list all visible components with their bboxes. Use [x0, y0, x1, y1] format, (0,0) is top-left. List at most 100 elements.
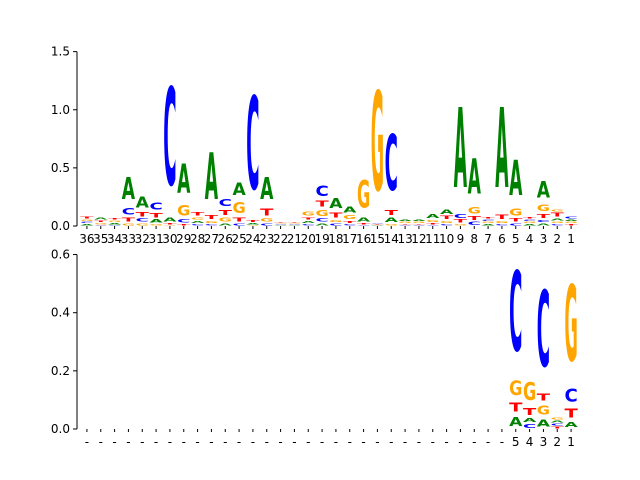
x-tick-label: - — [486, 435, 490, 449]
x-tick-label: - — [140, 435, 144, 449]
x-tick-label: - — [209, 435, 213, 449]
logo-letter-G: G — [468, 206, 481, 216]
logo-letter-G: G — [191, 217, 204, 221]
x-tick-label: - — [278, 435, 282, 449]
logo-letter-C: C — [398, 225, 411, 226]
logo-letter-T: T — [80, 216, 94, 219]
x-tick-label: - — [195, 435, 199, 449]
logo-letter-T: T — [551, 212, 565, 218]
logo-letter-A: A — [191, 220, 205, 223]
x-tick-label: 1 — [567, 435, 575, 449]
x-tick-label: 8 — [470, 232, 478, 246]
logo-letter-G: G — [426, 219, 439, 223]
logo-letter-T: T — [551, 426, 565, 429]
bottom-logo-panel: 0.00.20.40.6- - - - - - - - - - - - - - - - - - - - - - - - - - - -… — [51, 248, 579, 449]
logo-letter-G: G — [537, 404, 550, 418]
x-tick-label: - — [389, 435, 393, 449]
logo-letter-T: T — [509, 218, 523, 223]
logo-letter-T: T — [246, 219, 260, 222]
logo-letter-T: T — [94, 220, 108, 222]
logo-letter-C: C — [357, 225, 370, 226]
y-tick-label: 0.0 — [51, 219, 70, 233]
logo-letter-C: C — [564, 216, 577, 219]
y-tick-label: 1.0 — [51, 103, 70, 117]
logo-letter-T: T — [219, 209, 232, 217]
x-tick-label: 14 — [384, 232, 399, 246]
logo-letter-A: A — [509, 414, 523, 429]
logo-letter-A: A — [481, 224, 495, 226]
logo-letter-T: T — [191, 212, 205, 217]
y-tick-label: 0.0 — [51, 422, 70, 436]
x-tick-label: 27 — [204, 232, 219, 246]
x-tick-label: 6 — [498, 232, 506, 246]
logo-letter-T: T — [398, 224, 412, 225]
logo-letter-T: T — [260, 206, 274, 218]
logo-letter-C: C — [149, 201, 162, 213]
logo-letter-G: G — [537, 204, 550, 214]
logo-letter-T: T — [412, 224, 426, 225]
logo-letter-A: A — [343, 206, 357, 215]
logo-letter-G: G — [343, 214, 356, 220]
logo-letter-G: G — [564, 221, 577, 223]
logo-letter-C: C — [481, 219, 494, 221]
x-tick-label: 18 — [328, 232, 343, 246]
logo-letter-C: C — [246, 72, 259, 219]
logo-letter-T: T — [343, 220, 357, 223]
x-tick-label: - — [112, 435, 116, 449]
logo-letter-G: G — [523, 377, 536, 405]
x-tick-label: - — [223, 435, 227, 449]
x-tick-label: 19 — [314, 232, 329, 246]
logo-letter-A: A — [108, 223, 122, 225]
x-tick-label: - — [458, 435, 462, 449]
logo-letter-A: A — [163, 217, 177, 223]
logo-letter-T: T — [385, 209, 398, 217]
x-tick-label: - — [85, 435, 89, 449]
x-tick-label: 5 — [512, 435, 520, 449]
x-tick-label: 12 — [411, 232, 426, 246]
x-tick-label: - — [168, 435, 172, 449]
logo-letter-G: G — [288, 222, 301, 223]
logo-letter-A: A — [537, 177, 551, 203]
x-tick-label: - — [348, 435, 352, 449]
logo-letter-A: A — [385, 217, 398, 224]
logo-letter-T: T — [537, 214, 551, 220]
logo-letter-T: T — [564, 224, 578, 226]
logo-letter-G: G — [398, 221, 411, 223]
logo-letter-A: A — [551, 420, 565, 423]
logo-letter-A: A — [274, 225, 288, 226]
x-tick-label: - — [375, 435, 379, 449]
x-tick-label: 7 — [484, 232, 492, 246]
logo-letter-C: C — [329, 223, 342, 226]
logo-letter-T: T — [509, 400, 523, 414]
logo-letter-G: G — [122, 222, 135, 226]
logo-letter-G: G — [177, 203, 190, 220]
x-tick-label: 20 — [301, 232, 316, 246]
logo-letter-A: A — [149, 219, 163, 224]
logo-letter-C: C — [426, 225, 439, 226]
logo-letter-T: T — [426, 223, 440, 225]
logo-letter-T: T — [163, 223, 177, 225]
logo-letter-A: A — [122, 171, 135, 207]
logo-letter-T: T — [468, 216, 482, 222]
logo-letter-G: G — [357, 173, 370, 217]
logo-letter-G: G — [509, 378, 522, 401]
x-tick-label: 3 — [540, 435, 548, 449]
logo-letter-C: C — [509, 250, 522, 377]
logo-letter-A: A — [398, 219, 412, 221]
logo-letter-T: T — [523, 406, 537, 418]
logo-letter-G: G — [454, 224, 467, 226]
x-tick-label: 17 — [342, 232, 357, 246]
logo-letter-G: G — [371, 63, 384, 222]
x-tick-label: - — [154, 435, 158, 449]
logo-letter-C: C — [288, 224, 301, 225]
logo-letter-A: A — [412, 219, 426, 221]
logo-letter-A: A — [329, 196, 343, 211]
logo-letter-C: C — [371, 223, 384, 224]
logo-letter-C: C — [108, 225, 121, 226]
logo-letter-G: G — [232, 200, 245, 217]
x-tick-label: - — [320, 435, 324, 449]
logo-letter-A: A — [523, 417, 537, 423]
x-tick-label: 2 — [553, 232, 561, 246]
logo-letter-G: G — [108, 220, 121, 222]
logo-letter-G: G — [523, 221, 536, 223]
